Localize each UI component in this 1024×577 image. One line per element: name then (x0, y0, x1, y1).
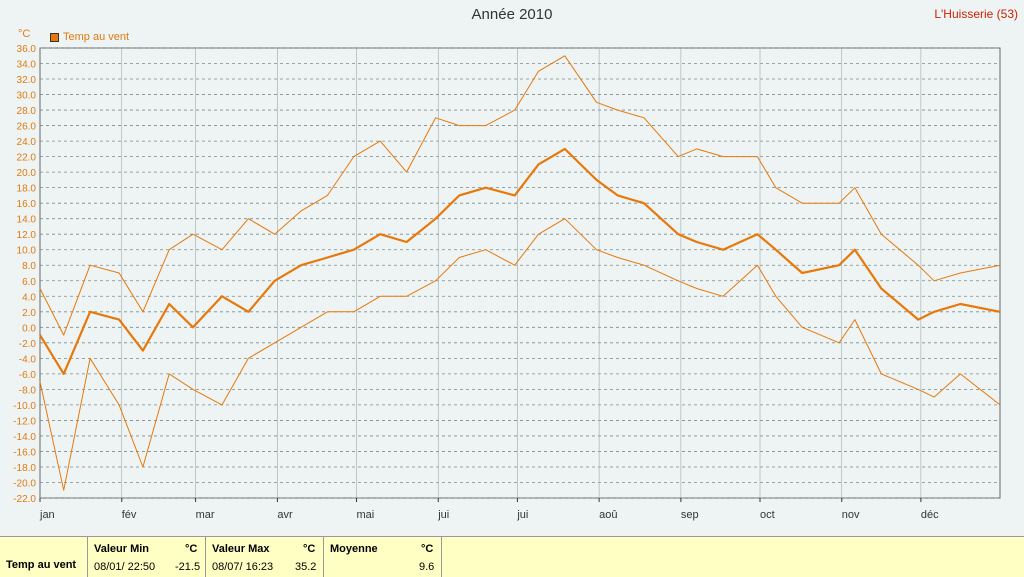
y-tick-label: 34.0 (17, 60, 37, 71)
max-datetime: 08/07/ 16:23 (212, 561, 274, 573)
y-tick-label: 4.0 (22, 292, 36, 303)
x-tick-label: oct (760, 509, 775, 521)
avg-unit: °C (421, 543, 434, 555)
avg-value: 9.6 (419, 561, 435, 573)
x-tick-label: nov (842, 509, 860, 521)
min-unit: °C (185, 543, 198, 555)
y-tick-label: 6.0 (22, 277, 36, 288)
y-tick-label: -4.0 (19, 354, 37, 365)
max-header: Valeur Max (212, 543, 270, 555)
x-tick-label: mai (356, 509, 374, 521)
y-tick-label: 24.0 (17, 137, 37, 148)
stats-min-cell: Valeur Min °C 08/01/ 22:50 -21.5 (88, 537, 206, 577)
station-label: L'Huisserie (53) (934, 7, 1018, 21)
y-tick-label: 2.0 (22, 308, 36, 319)
y-axis: 36.0 34.0 32.0 30.0 28.0 26.0 24.0 22.0 20.0 18.0… (13, 44, 36, 505)
y-tick-label: 14.0 (17, 215, 37, 226)
temperature-chart: 36.0 34.0 32.0 30.0 28.0 26.0 24.0 22.0 20.0 18.0… (13, 44, 1001, 521)
y-unit-label: °C (18, 28, 31, 40)
y-tick-label: -20.0 (13, 478, 36, 489)
legend: Temp au vent (50, 31, 129, 43)
x-tick-label: mar (196, 509, 215, 521)
x-tick-label: déc (921, 509, 939, 521)
x-tick-label: jui (437, 509, 449, 521)
y-tick-label: 0.0 (22, 323, 36, 334)
y-tick-label: -10.0 (13, 401, 36, 412)
x-tick-label: jan (39, 509, 55, 521)
x-axis: jan fév mar avr mai jui jui aoû sep oct nov déc (39, 498, 939, 521)
x-tick-label: avr (277, 509, 293, 521)
min-datetime: 08/01/ 22:50 (94, 561, 156, 573)
y-tick-label: 30.0 (17, 91, 37, 102)
max-value: 35.2 (295, 561, 317, 573)
stats-table: Temp au vent Valeur Min °C 08/01/ 22:50 … (0, 536, 1024, 577)
y-tick-label: -8.0 (19, 385, 37, 396)
plot-area (39, 47, 1001, 499)
y-tick-label: -22.0 (13, 494, 36, 505)
y-tick-label: 32.0 (17, 75, 37, 86)
y-tick-label: -16.0 (13, 447, 36, 458)
y-tick-label: -12.0 (13, 416, 36, 427)
legend-label: Temp au vent (63, 31, 130, 43)
y-tick-label: -6.0 (19, 370, 37, 381)
y-tick-label: 22.0 (17, 153, 37, 164)
y-tick-label: 20.0 (17, 168, 37, 179)
y-tick-label: -2.0 (19, 339, 37, 350)
min-value: -21.5 (175, 561, 201, 573)
max-unit: °C (303, 543, 316, 555)
series-max-line (39, 55, 1001, 336)
y-tick-label: 26.0 (17, 122, 37, 133)
x-tick-label: jui (516, 509, 528, 521)
grid-lines (40, 47, 1000, 499)
y-tick-label: 36.0 (17, 44, 37, 55)
stats-row-label: Temp au vent (6, 559, 77, 571)
x-tick-label: fév (122, 509, 137, 521)
y-tick-label: 18.0 (17, 184, 37, 195)
y-tick-label: 8.0 (22, 261, 36, 272)
x-tick-label: aoû (599, 509, 617, 521)
y-tick-label: -14.0 (13, 432, 36, 443)
series-mean-line (39, 147, 1001, 375)
legend-swatch (50, 32, 59, 42)
x-tick-label: sep (681, 509, 699, 521)
series-group (39, 55, 1001, 491)
min-header: Valeur Min (94, 543, 150, 555)
stats-row-label-cell: Temp au vent (0, 537, 88, 577)
chart-title: Année 2010 (471, 6, 553, 23)
series-min-line (39, 218, 1001, 491)
y-tick-label: -18.0 (13, 463, 36, 474)
stats-avg-cell: Moyenne °C 9.6 (324, 537, 442, 577)
y-tick-label: 12.0 (17, 230, 37, 241)
stats-max-cell: Valeur Max °C 08/07/ 16:23 35.2 (206, 537, 324, 577)
y-tick-label: 28.0 (17, 106, 37, 117)
avg-header: Moyenne (330, 543, 378, 555)
y-tick-label: 16.0 (17, 199, 37, 210)
y-tick-label: 10.0 (17, 246, 37, 257)
